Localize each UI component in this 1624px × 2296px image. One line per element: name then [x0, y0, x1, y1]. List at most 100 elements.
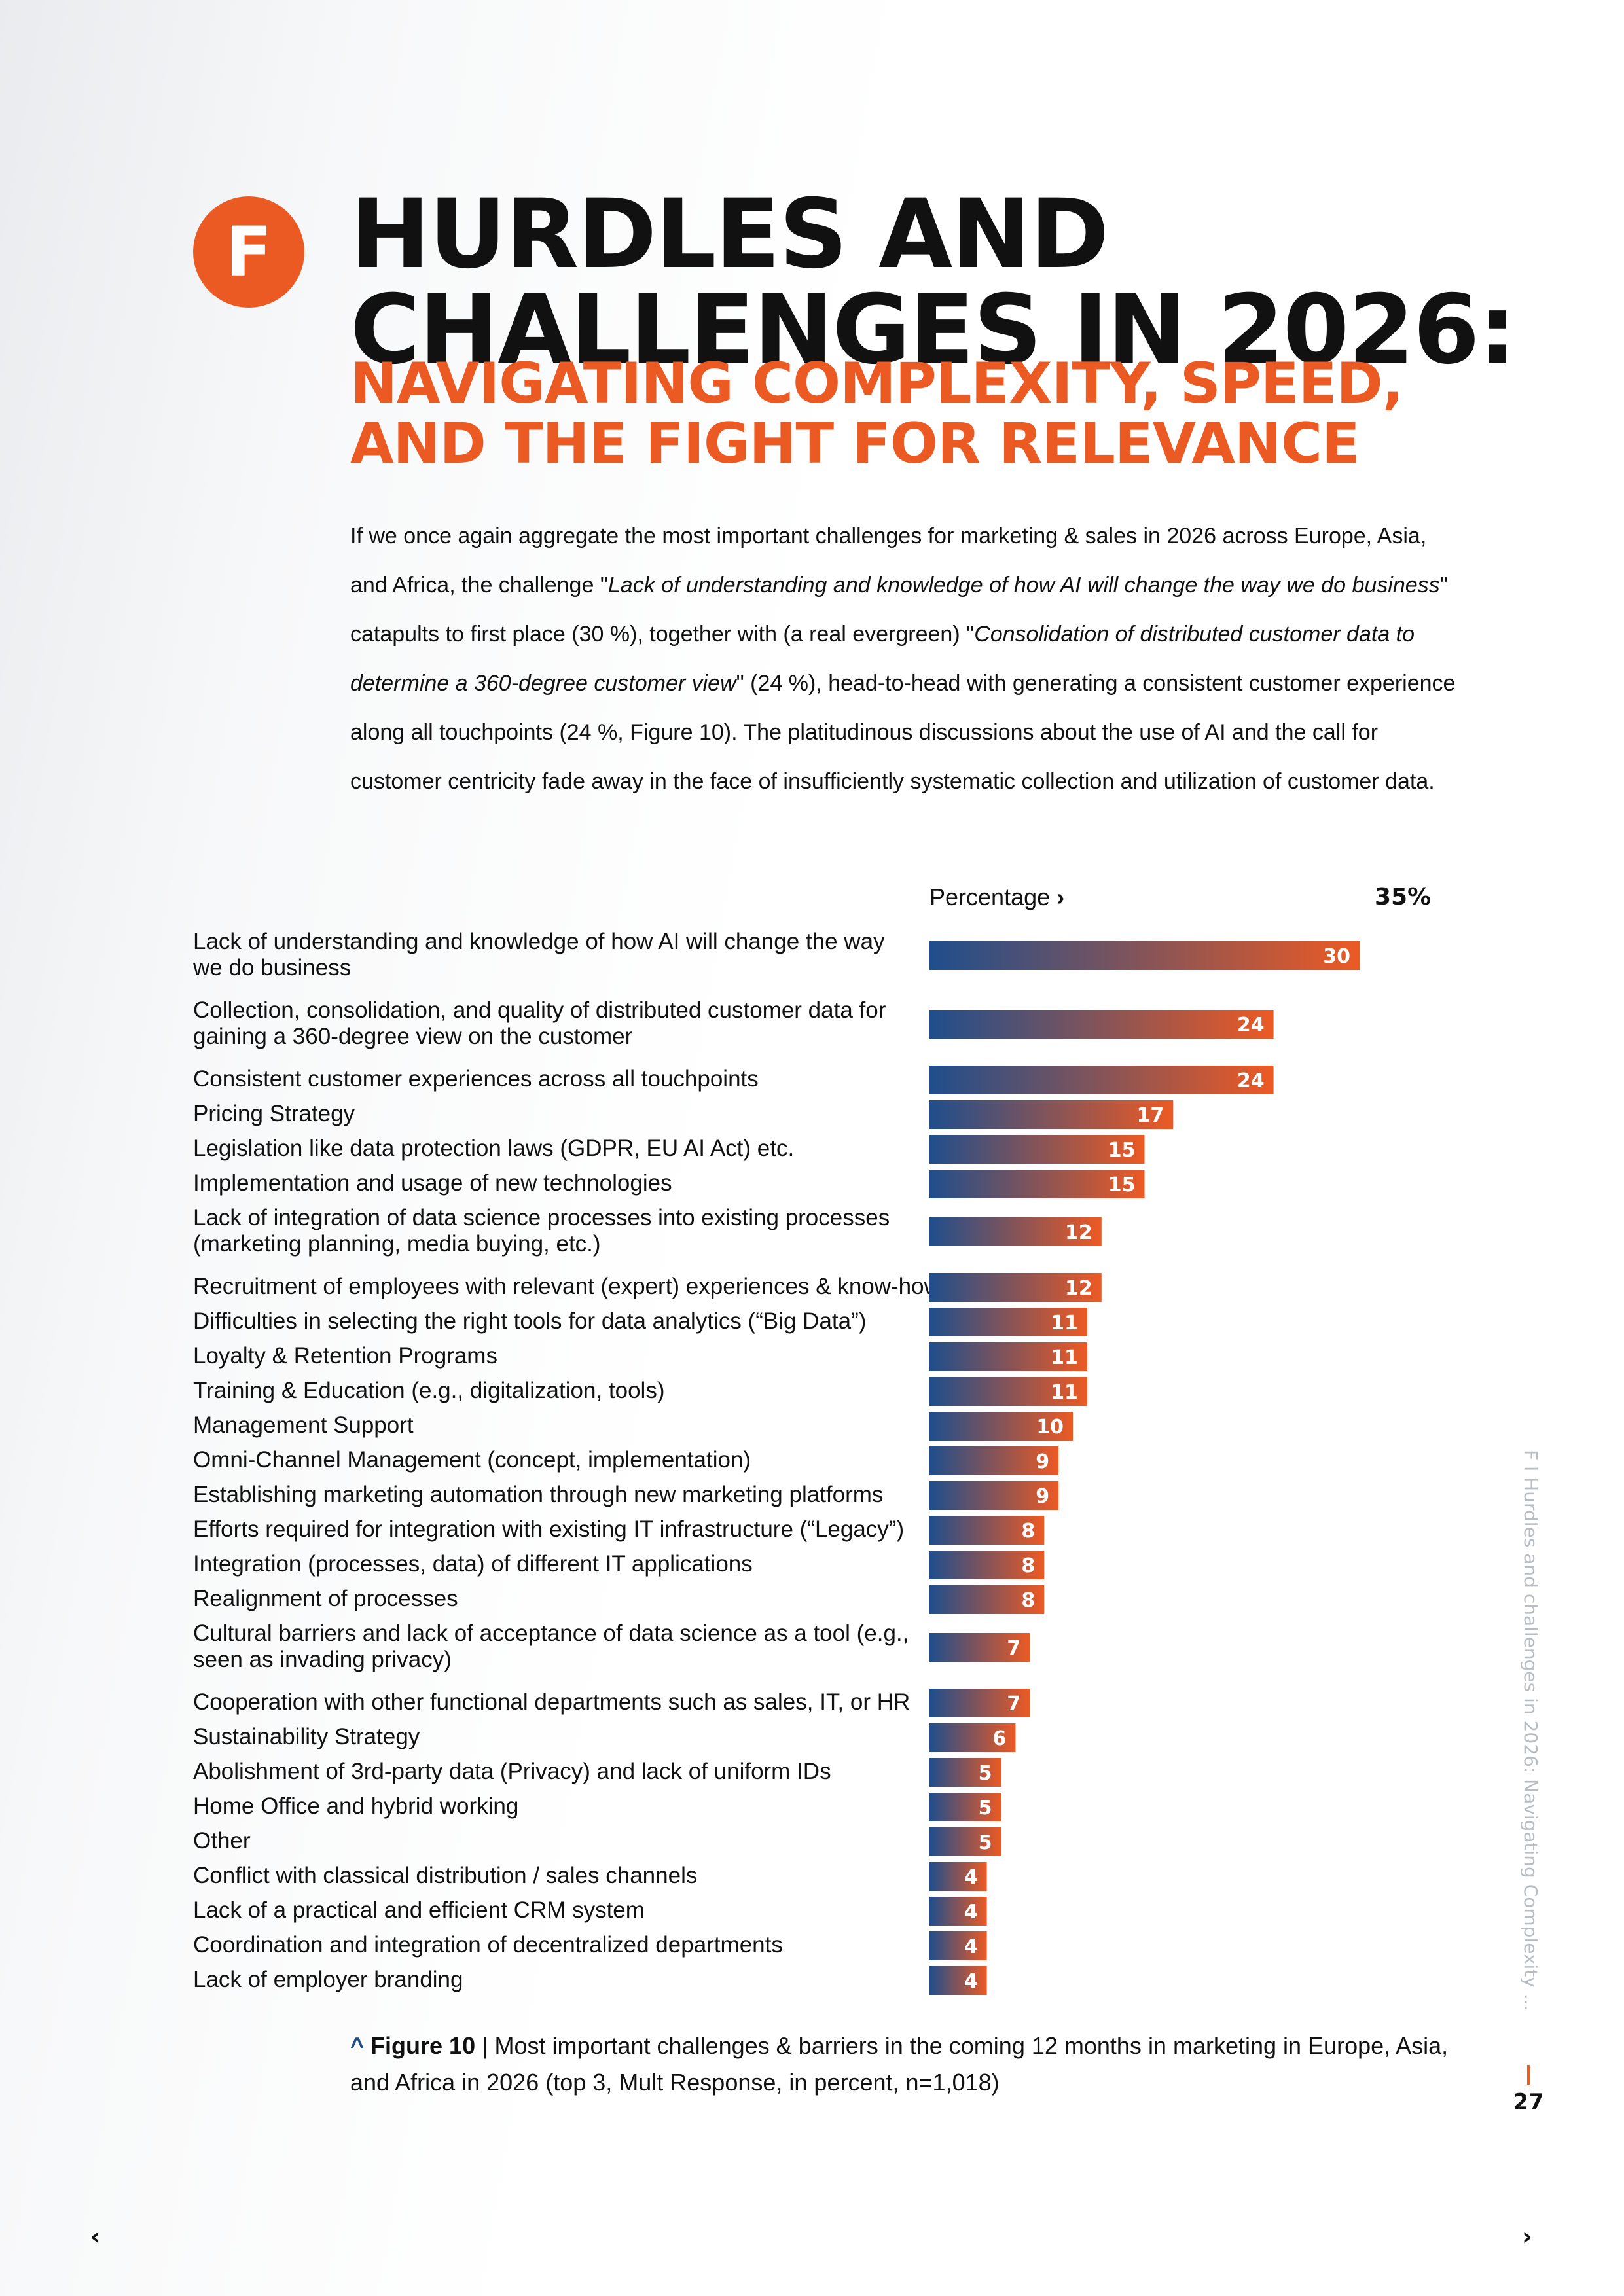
bar [929, 1217, 1102, 1246]
category-label: Difficulties in selecting the right tool… [193, 1308, 866, 1334]
title-line-1: HURDLES AND [350, 179, 1109, 290]
data-label: 4 [964, 1866, 978, 1889]
next-page-button[interactable]: › [1522, 2222, 1532, 2251]
data-label: 5 [979, 1797, 992, 1820]
caret-up-icon: ^ [350, 2032, 365, 2059]
bar [929, 1100, 1174, 1129]
category-label: Cultural barriers and lack of acceptance… [193, 1621, 909, 1646]
subtitle-line-2: AND THE FIGHT FOR RELEVANCE [350, 411, 1360, 476]
data-label: 10 [1036, 1416, 1064, 1439]
category-label: Sustainability Strategy [193, 1724, 420, 1749]
bar [929, 1066, 1274, 1094]
category-label: (marketing planning, media buying, etc.) [193, 1231, 601, 1257]
data-label: 11 [1051, 1312, 1078, 1335]
bar [929, 1827, 1001, 1856]
data-label: 5 [979, 1762, 992, 1785]
running-title-divider [1527, 2065, 1530, 2085]
category-label: Cooperation with other functional depart… [193, 1689, 910, 1715]
bar [929, 1342, 1087, 1371]
data-label: 4 [964, 1901, 978, 1924]
bar [929, 1010, 1274, 1039]
bar [929, 1412, 1073, 1441]
bar [929, 1135, 1145, 1164]
data-label: 9 [1036, 1450, 1049, 1473]
bar [929, 1170, 1145, 1198]
intro-paragraph: If we once again aggregate the most impo… [350, 512, 1470, 806]
bar [929, 1585, 1045, 1614]
intro-text-1: If we once again aggregate the most impo… [350, 524, 1427, 598]
bar [929, 1308, 1087, 1336]
data-label: 7 [1007, 1637, 1020, 1660]
category-label: Abolishment of 3rd-party data (Privacy) … [193, 1759, 831, 1784]
category-label: gaining a 360-degree view on the custome… [193, 1024, 633, 1049]
bar [929, 1897, 987, 1926]
category-label: Training & Education (e.g., digitalizati… [193, 1378, 664, 1403]
category-label: Implementation and usage of new technolo… [193, 1170, 672, 1196]
category-label: Home Office and hybrid working [193, 1793, 518, 1819]
category-label: Conflict with classical distribution / s… [193, 1863, 697, 1888]
bar [929, 1862, 987, 1891]
bar [929, 1689, 1030, 1717]
category-label: Loyalty & Retention Programs [193, 1343, 497, 1369]
bar [929, 1273, 1102, 1302]
bar [929, 1633, 1030, 1662]
data-label: 11 [1051, 1381, 1078, 1404]
section-badge: F [193, 196, 304, 308]
bar [929, 1758, 1001, 1787]
figure-caption: ^ Figure 10 | Most important challenges … [350, 2028, 1463, 2101]
bar [929, 1723, 1016, 1752]
data-label: 8 [1021, 1589, 1035, 1612]
category-label: Lack of employer branding [193, 1967, 463, 1992]
intro-emphasis-1: Lack of understanding and knowledge of h… [607, 573, 1440, 598]
title-line-2: CHALLENGES IN 2026: [350, 274, 1517, 386]
axis-label-text: Percentage [929, 884, 1051, 910]
category-label: Omni-Channel Management (concept, implem… [193, 1447, 751, 1473]
category-label: Other [193, 1828, 251, 1854]
bar [929, 1793, 1001, 1821]
page-subtitle: NAVIGATING COMPLEXITY, SPEED, AND THE FI… [350, 353, 1403, 474]
category-label: Legislation like data protection laws (G… [193, 1136, 794, 1161]
data-label: 9 [1036, 1485, 1049, 1508]
bar [929, 941, 1360, 970]
data-label: 12 [1065, 1277, 1092, 1300]
data-label: 8 [1021, 1520, 1035, 1543]
category-label: Integration (processes, data) of differe… [193, 1551, 753, 1577]
data-label: 11 [1051, 1346, 1078, 1369]
bar [929, 1377, 1087, 1406]
data-label: 12 [1065, 1221, 1092, 1244]
chevron-right-icon: › [1056, 884, 1065, 910]
category-label: seen as invading privacy) [193, 1647, 452, 1672]
category-label: Efforts required for integration with ex… [193, 1516, 904, 1542]
data-label: 7 [1007, 1693, 1020, 1715]
data-label: 8 [1021, 1554, 1035, 1577]
caption-text: | Most important challenges & barriers i… [350, 2032, 1449, 2096]
category-label: Realignment of processes [193, 1586, 458, 1611]
subtitle-line-1: NAVIGATING COMPLEXITY, SPEED, [350, 351, 1403, 416]
previous-page-button[interactable]: ‹ [90, 2222, 101, 2251]
data-label: 15 [1108, 1174, 1136, 1196]
category-label: Lack of integration of data science proc… [193, 1205, 890, 1230]
category-label: Lack of a practical and efficient CRM sy… [193, 1897, 645, 1923]
bar [929, 1481, 1059, 1510]
running-title: F I Hurdles and challenges in 2026: Navi… [1520, 1450, 1542, 2011]
bar [929, 1966, 987, 1995]
category-label: Coordination and integration of decentra… [193, 1932, 783, 1958]
data-label: 5 [979, 1831, 992, 1854]
bar [929, 1516, 1045, 1545]
data-label: 6 [993, 1727, 1007, 1750]
data-label: 4 [964, 1970, 978, 1993]
data-label: 30 [1323, 945, 1350, 968]
category-label: Establishing marketing automation throug… [193, 1482, 883, 1507]
category-label: Consistent customer experiences across a… [193, 1066, 759, 1092]
page-number: 27 [1513, 2089, 1544, 2115]
bar [929, 1931, 987, 1960]
bars-group: Lack of understanding and knowledge of h… [192, 929, 1360, 1995]
data-label: 24 [1237, 1014, 1265, 1037]
data-label: 15 [1108, 1139, 1136, 1162]
category-label: Recruitment of employees with relevant (… [193, 1274, 941, 1299]
data-label: 4 [964, 1935, 978, 1958]
data-label: 17 [1137, 1104, 1164, 1127]
data-label: 24 [1237, 1069, 1265, 1092]
axis-max-label: 35% [1375, 884, 1432, 910]
